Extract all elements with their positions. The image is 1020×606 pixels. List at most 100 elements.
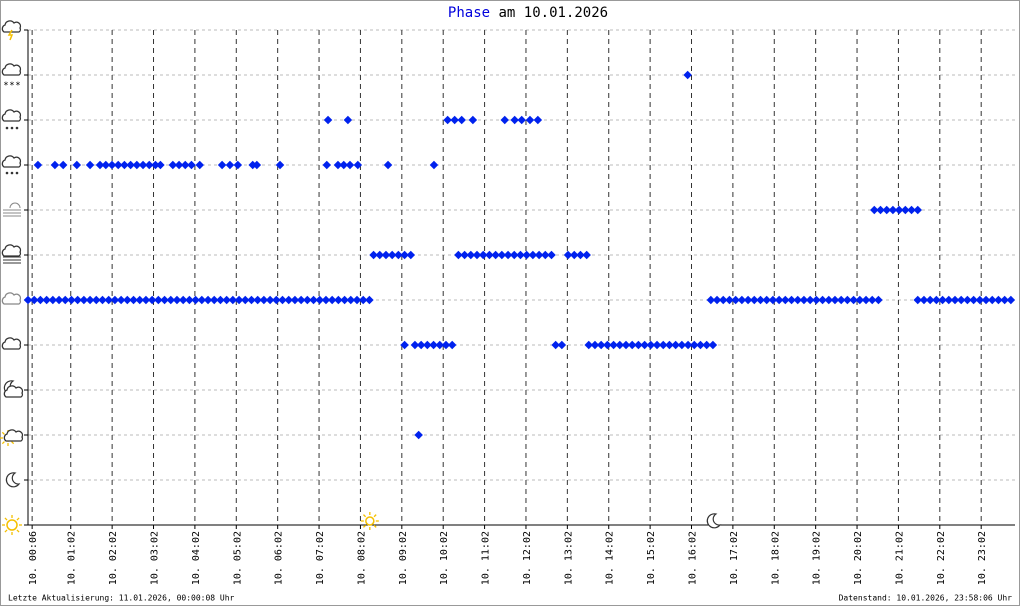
point: [135, 295, 144, 305]
point: [50, 160, 60, 170]
title-date: am 10.01.2026: [499, 5, 609, 21]
point: [743, 295, 753, 305]
cloud: [1, 20, 22, 33]
cloud: [1, 63, 22, 76]
point: [191, 295, 200, 305]
point: [33, 160, 43, 170]
x-tick-label: 10. 14:02: [605, 531, 616, 585]
point: [925, 295, 935, 305]
y-tick-icon: [1, 337, 22, 350]
cloud: [3, 385, 24, 398]
point: [441, 340, 451, 350]
point: [346, 295, 356, 305]
point: [963, 295, 972, 305]
x-tick-label: 10. 19:02: [812, 531, 823, 585]
cloud: [1, 155, 22, 168]
point: [217, 160, 227, 170]
point: [690, 340, 699, 350]
point: [818, 295, 827, 305]
point: [352, 295, 362, 305]
sun-ray: [373, 514, 377, 518]
point: [719, 295, 728, 305]
point: [358, 295, 368, 305]
y-tick-icon: [1, 109, 22, 130]
point: [265, 295, 275, 305]
point: [95, 160, 105, 170]
cloud: [1, 292, 22, 305]
point: [110, 295, 120, 305]
point: [503, 250, 513, 260]
point: [472, 250, 482, 260]
x-tick-label: 10. 18:02: [770, 531, 781, 585]
x-tick-label: 10. 07:02: [315, 531, 326, 585]
point: [343, 115, 353, 125]
point: [603, 340, 612, 350]
point: [154, 295, 163, 305]
point: [284, 295, 293, 305]
point: [500, 115, 509, 125]
point: [725, 295, 734, 305]
point: [950, 295, 960, 305]
point: [197, 295, 207, 305]
point: [805, 295, 815, 305]
point: [48, 295, 58, 305]
point: [387, 250, 397, 260]
point: [172, 295, 182, 305]
point: [737, 295, 747, 305]
point: [913, 295, 922, 305]
x-tick-label: 10. 22:02: [936, 531, 947, 585]
point: [120, 160, 129, 170]
x-tick-label: 10. 09:02: [398, 531, 409, 585]
point: [225, 160, 235, 170]
point: [168, 160, 178, 170]
sun-ray: [4, 529, 8, 533]
point: [584, 340, 593, 350]
point: [634, 340, 643, 350]
point: [85, 295, 95, 305]
point: [836, 295, 846, 305]
point: [216, 295, 225, 305]
point: [677, 340, 687, 350]
snow: ∗: [15, 80, 20, 90]
point: [303, 295, 312, 305]
point: [454, 250, 463, 260]
point: [750, 295, 759, 305]
point: [222, 295, 231, 305]
snow: ∗: [3, 80, 8, 90]
point: [129, 295, 138, 305]
point: [104, 295, 113, 305]
point: [123, 295, 132, 305]
point: [457, 115, 466, 125]
point: [353, 160, 363, 170]
point: [174, 160, 184, 170]
point: [658, 340, 668, 350]
point: [768, 295, 778, 305]
point: [178, 295, 188, 305]
sun-ray: [373, 524, 377, 528]
point: [787, 295, 796, 305]
point: [147, 295, 157, 305]
x-tick-label: 10. 10:02: [439, 531, 450, 585]
point: [429, 340, 438, 350]
point: [596, 340, 606, 350]
x-tick-label: 10. 17:02: [729, 531, 740, 585]
point: [145, 160, 154, 170]
point: [423, 340, 432, 350]
point: [981, 295, 991, 305]
title-phase: Phase: [448, 5, 490, 21]
point: [609, 340, 618, 350]
point: [101, 160, 111, 170]
point: [429, 160, 439, 170]
point: [247, 295, 256, 305]
point: [126, 160, 135, 170]
x-tick-label: 10. 23:02: [977, 531, 988, 585]
point: [855, 295, 865, 305]
point: [107, 160, 117, 170]
point: [275, 160, 285, 170]
point: [646, 340, 656, 350]
point: [557, 340, 567, 350]
point: [79, 295, 89, 305]
point: [435, 340, 445, 350]
point: [466, 250, 476, 260]
